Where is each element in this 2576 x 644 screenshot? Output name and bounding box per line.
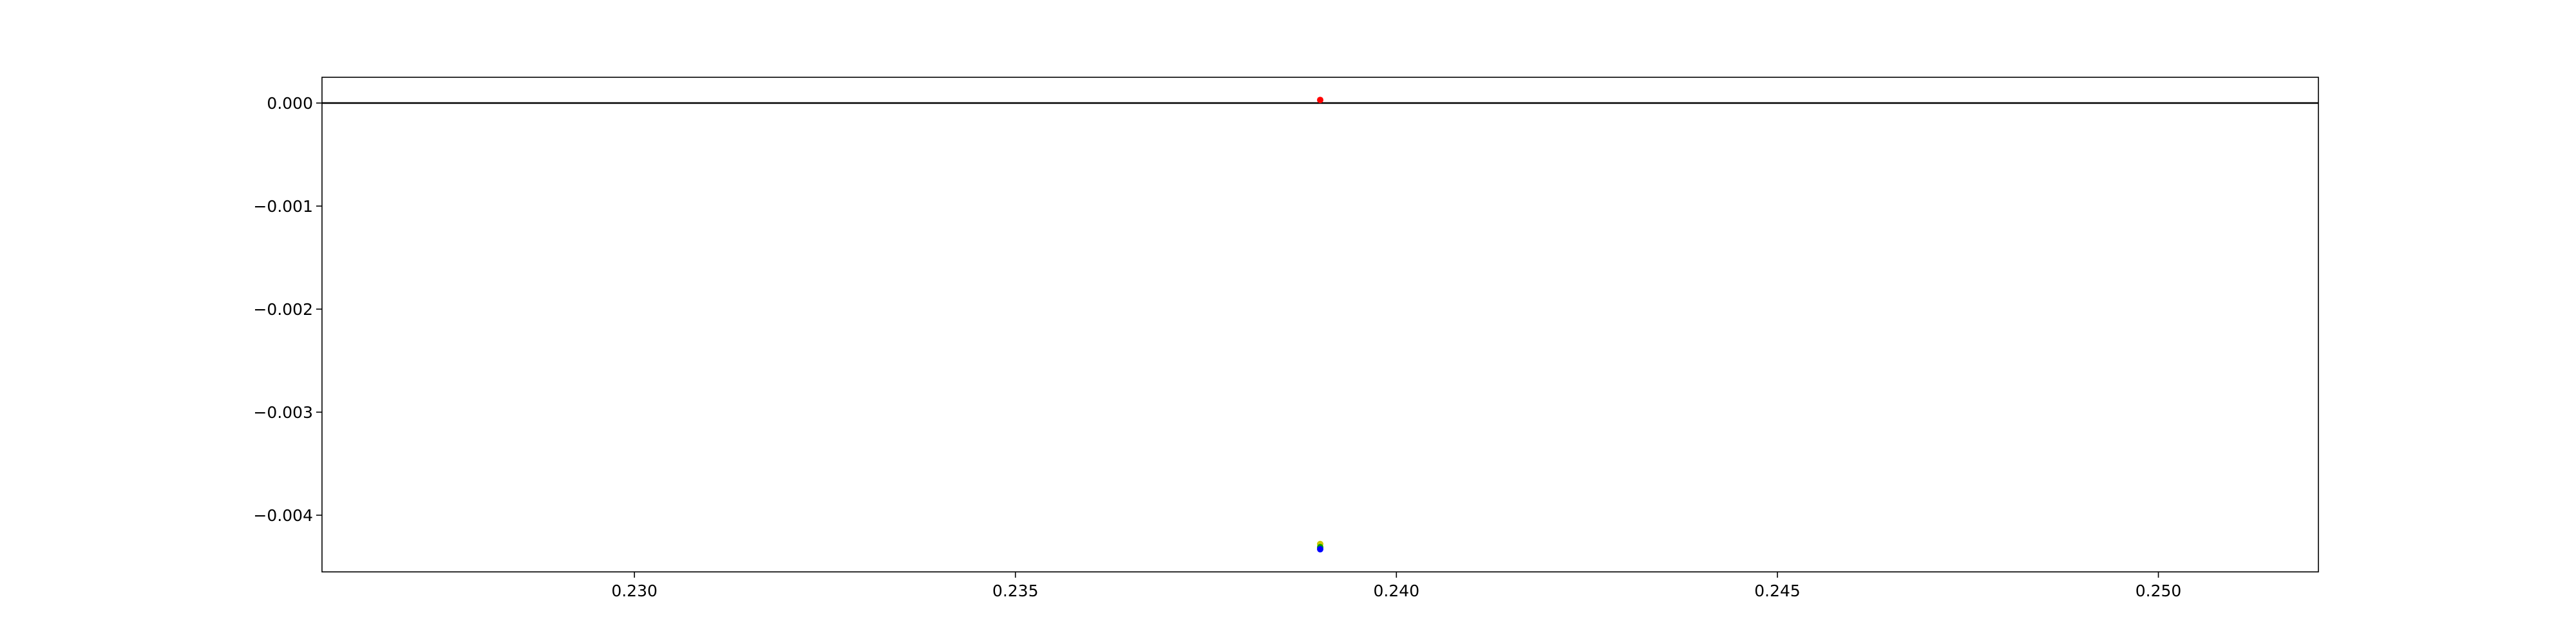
y-tick-label: −0.002 (253, 300, 313, 319)
x-tick-label: 0.240 (1374, 582, 1420, 600)
x-tick-label: 0.235 (992, 582, 1039, 600)
y-tick-label: 0.000 (267, 94, 313, 113)
x-tick-label: 0.245 (1754, 582, 1801, 600)
y-tick-label: −0.001 (253, 197, 313, 216)
x-tick-label: 0.250 (2136, 582, 2182, 600)
data-point (1317, 97, 1323, 104)
y-tick-label: −0.003 (253, 403, 313, 422)
y-tick-label: −0.004 (253, 506, 313, 525)
data-points (1317, 97, 1323, 553)
plot-area-frame (321, 77, 2319, 573)
x-tick-label: 0.230 (611, 582, 658, 600)
x-axis-ticks: 0.230 0.235 0.240 0.245 0.250 (611, 572, 2181, 600)
data-point (1317, 545, 1323, 553)
y-axis-ticks: 0.000 −0.001 −0.002 −0.003 −0.004 (253, 94, 322, 525)
